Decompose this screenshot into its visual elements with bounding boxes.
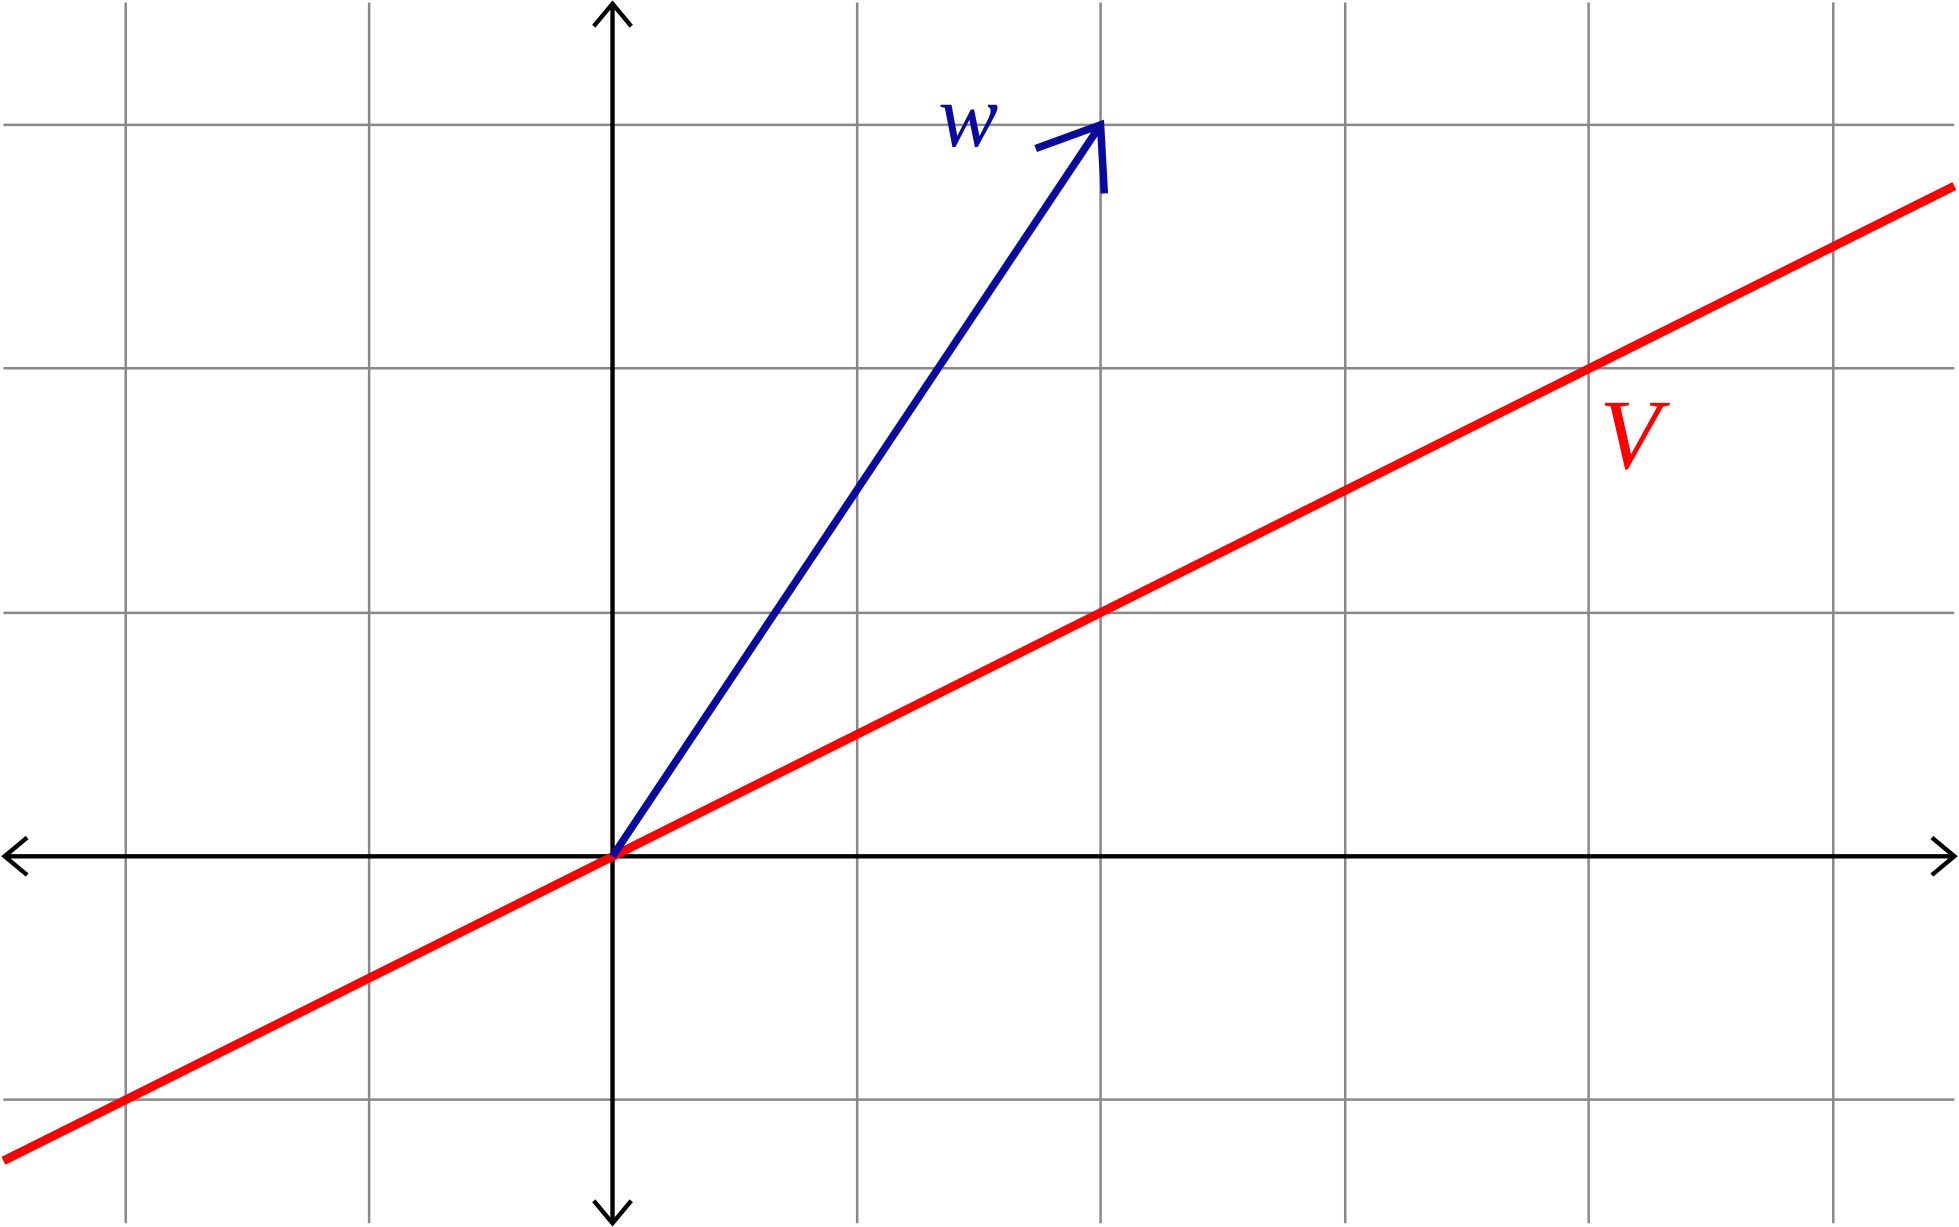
grid <box>3 2 1955 1224</box>
line-v <box>1 182 1957 1165</box>
axis-arrow <box>1930 835 1958 877</box>
vector-shaft <box>609 122 1104 859</box>
line-label: V <box>1599 379 1670 490</box>
axis-arrow <box>592 1199 633 1227</box>
axis-arrow <box>1 835 29 877</box>
vector-head <box>1034 119 1109 194</box>
axis-arrow <box>592 0 633 28</box>
vector-label: w <box>938 67 998 166</box>
vector-w <box>609 119 1109 859</box>
